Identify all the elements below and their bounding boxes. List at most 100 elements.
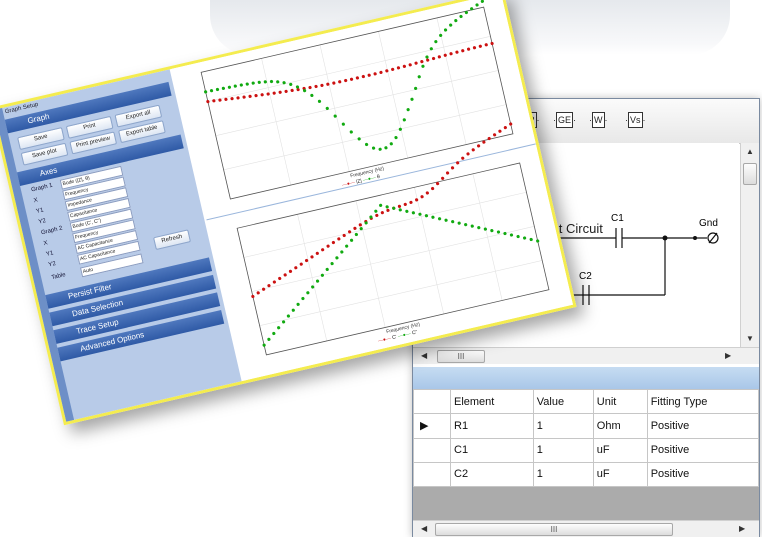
table-scroll-right-icon[interactable]: ▶	[739, 524, 746, 533]
refresh-button[interactable]: Refresh	[153, 229, 192, 251]
chart1-green-point	[421, 64, 425, 68]
chart1-red-point	[242, 95, 246, 99]
chart1-red-point	[355, 76, 359, 80]
chart2-green-point	[444, 218, 448, 222]
chart1-green-point	[289, 82, 293, 86]
chart2-green-point	[369, 215, 373, 219]
toolbar-vs-button[interactable]: · Vs ·	[625, 110, 646, 130]
row-selector[interactable]	[413, 437, 451, 463]
chart1-red-point	[218, 98, 222, 102]
chart2-green-point	[470, 224, 474, 228]
axes-row-label: Table	[50, 272, 67, 282]
chart2-red-point	[487, 136, 491, 141]
chart2-red-point	[450, 166, 455, 170]
chart2-green-point	[354, 232, 358, 237]
cell-fitting[interactable]: Positive	[646, 413, 760, 439]
chart1-red-point	[373, 72, 377, 76]
table-row[interactable]: ▶ R1 1 Ohm Positive	[413, 413, 760, 439]
vertical-scroll-thumb[interactable]	[743, 163, 757, 185]
chart1-red-point	[443, 53, 447, 57]
chart2-red-point	[436, 181, 440, 186]
canvas-vertical-scrollbar[interactable]: ▲ ▼	[740, 143, 759, 347]
chart2-red-point	[353, 226, 357, 230]
scroll-up-icon[interactable]: ▲	[746, 147, 754, 156]
col-unit[interactable]: Unit	[592, 388, 648, 415]
chart1-green-point	[464, 10, 468, 15]
chart1-green-point	[429, 47, 433, 51]
chart2-red-point	[397, 204, 402, 208]
table-scroll-left-icon[interactable]: ◀	[421, 524, 428, 533]
table-row[interactable]: C1 1 uF Positive	[413, 437, 760, 463]
scroll-left-icon[interactable]: ◀	[421, 351, 428, 360]
chart1-red-point	[414, 61, 418, 65]
chart1-red-point	[385, 69, 389, 73]
chart2-red-point	[310, 255, 314, 259]
cell-fitting[interactable]: Positive	[646, 437, 760, 463]
chart2-red-point	[342, 233, 346, 238]
chart2-red-point	[299, 262, 303, 266]
cell-element[interactable]: C1	[450, 437, 534, 463]
chart1-green-point	[365, 142, 369, 147]
col-fitting-type[interactable]: Fitting Type	[646, 388, 760, 415]
chart1-green-point	[227, 85, 232, 89]
scroll-down-icon[interactable]: ▼	[746, 334, 754, 343]
chart1-red-point	[248, 94, 252, 98]
chart1-green-point	[417, 75, 421, 79]
chart1-green-point	[384, 146, 388, 150]
chart1-red-point	[466, 47, 471, 51]
chart1-green-point	[221, 86, 226, 90]
cell-value[interactable]: 1	[532, 461, 594, 488]
toolbar-w-button[interactable]: · W ·	[589, 110, 608, 130]
row-selector[interactable]	[413, 461, 451, 488]
horizontal-scroll-thumb[interactable]: III	[437, 350, 485, 363]
chart2-green-point	[345, 244, 349, 248]
table-horizontal-scrollbar[interactable]: ◀ III ▶	[413, 520, 759, 537]
table-scroll-thumb[interactable]: III	[435, 523, 673, 536]
chart2-red-point	[267, 284, 271, 288]
chart2-green-point	[291, 308, 295, 312]
canvas-horizontal-scrollbar[interactable]: ◀ III ▶	[413, 347, 759, 364]
chart2-red-point	[409, 200, 413, 204]
cell-unit[interactable]: uF	[592, 437, 648, 463]
analysis-window: Graph Setup Graph Save Print Export all …	[0, 0, 577, 426]
chart2-red-point	[337, 237, 341, 241]
chart2-green-point	[536, 239, 540, 243]
table-header-row: Element Value Unit Fitting Type	[413, 388, 760, 415]
chart1-red-point	[206, 99, 210, 104]
cell-unit[interactable]: Ohm	[592, 413, 648, 439]
chart1-red-point	[254, 93, 258, 98]
chart2-red-point	[493, 133, 497, 137]
table-header-bar	[413, 367, 759, 389]
axes-row-label: X	[43, 240, 49, 248]
cell-value[interactable]: 1	[532, 413, 594, 439]
chart2-green-point	[335, 256, 339, 260]
chart2-red-point	[321, 248, 325, 252]
scroll-right-icon[interactable]: ▶	[725, 351, 732, 360]
cell-value[interactable]: 1	[532, 437, 594, 463]
cell-element[interactable]: C2	[450, 461, 534, 488]
chart2-red-point	[272, 280, 276, 284]
chart1-green-point	[389, 142, 393, 146]
chart2-red-point	[288, 269, 293, 273]
chart2-green-point	[315, 279, 320, 283]
chart-series	[204, 0, 540, 347]
cell-unit[interactable]: uF	[592, 461, 648, 488]
charts-area: Frequency (Hz) —●— |Z| —●— θ Frequency (…	[171, 0, 573, 381]
chart1-red-point	[290, 88, 294, 93]
chart2-green-point	[509, 233, 514, 237]
cell-fitting[interactable]: Positive	[646, 461, 760, 488]
chart1-red-point	[402, 64, 407, 68]
chart1-green-point	[398, 127, 402, 131]
col-value[interactable]: Value	[532, 388, 594, 415]
chart1-red-point	[338, 80, 342, 84]
cell-element[interactable]: R1	[450, 413, 534, 439]
chart1-red-point	[420, 60, 424, 64]
charts-svg[interactable]	[172, 0, 573, 381]
chart1-green-point	[303, 89, 307, 93]
chart1-green-point	[282, 81, 286, 85]
chart1-green-point	[325, 106, 329, 110]
table-row[interactable]: C2 1 uF Positive	[413, 461, 760, 488]
col-element[interactable]: Element	[450, 388, 534, 415]
row-selector-icon[interactable]: ▶	[413, 413, 451, 439]
toolbar-ge-button[interactable]: · GE ·	[553, 110, 576, 130]
